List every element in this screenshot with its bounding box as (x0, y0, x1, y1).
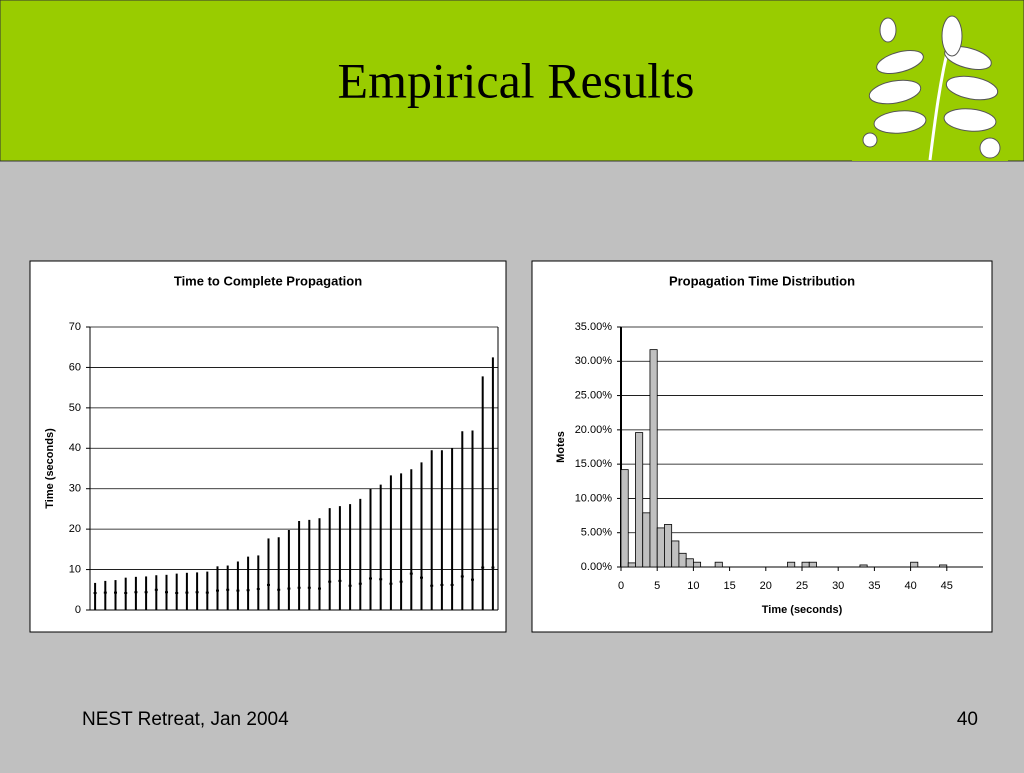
x-tick-label: 45 (941, 580, 953, 592)
chart-title: Propagation Time Distribution (669, 273, 855, 288)
y-tick-label: 10 (69, 563, 81, 575)
histogram-bar (678, 552, 687, 568)
histogram-bar (671, 540, 680, 568)
histogram-bar (859, 564, 868, 568)
histogram-bar (939, 564, 948, 568)
y-tick-label: 25.00% (575, 389, 613, 401)
histogram-bar (693, 561, 702, 568)
x-tick-label: 30 (832, 580, 844, 592)
chart-title: Time to Complete Propagation (174, 273, 362, 288)
y-tick-label: 70 (69, 321, 81, 333)
histogram-bar (714, 561, 723, 568)
page-number: 40 (957, 709, 978, 730)
x-tick-label: 20 (760, 580, 772, 592)
y-tick-label: 35.00% (575, 321, 613, 333)
x-tick-label: 10 (687, 580, 699, 592)
y-tick-label: 15.00% (575, 458, 613, 470)
x-tick-label: 15 (723, 580, 735, 592)
x-axis-label: Time (seconds) (762, 604, 843, 616)
y-tick-label: 30.00% (575, 355, 613, 367)
y-tick-label: 20 (69, 523, 81, 535)
x-tick-label: 0 (618, 580, 624, 592)
y-tick-label: 10.00% (575, 492, 613, 504)
slide-title: Empirical Results (338, 52, 695, 108)
histogram-bar (685, 558, 694, 568)
y-tick-label: 50 (69, 402, 81, 414)
y-tick-label: 0 (75, 604, 81, 616)
y-tick-label: 60 (69, 361, 81, 373)
histogram-bar (635, 432, 644, 568)
histogram-bar (656, 527, 665, 568)
y-tick-label: 30 (69, 483, 81, 495)
y-tick-label: 0.00% (581, 561, 612, 573)
histogram-bar (787, 561, 796, 568)
footer-left: NEST Retreat, Jan 2004 (82, 709, 289, 730)
y-tick-label: 20.00% (575, 424, 613, 436)
chart-frame (531, 260, 993, 633)
y-tick-label: 40 (69, 442, 81, 454)
histogram-bar (801, 561, 810, 568)
y-tick-label: 5.00% (581, 527, 612, 539)
histogram-bar (649, 349, 658, 568)
y-axis-label: Motes (555, 431, 567, 463)
x-tick-label: 5 (654, 580, 660, 592)
histogram-bar (664, 524, 673, 568)
histogram-bar (627, 562, 636, 568)
histogram-bar (808, 561, 817, 568)
histogram-bar (910, 561, 919, 568)
x-tick-label: 35 (868, 580, 880, 592)
histogram-bar (642, 512, 651, 568)
x-tick-label: 40 (904, 580, 916, 592)
leaf-illustration (852, 8, 1008, 161)
x-tick-label: 25 (796, 580, 808, 592)
y-axis-label: Time (seconds) (44, 428, 56, 509)
histogram-bar (620, 469, 629, 568)
